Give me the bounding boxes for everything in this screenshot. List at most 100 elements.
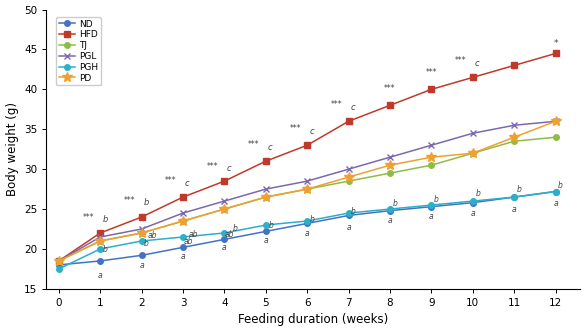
Text: b: b [233, 224, 237, 233]
HFD [469, 75, 476, 79]
PD [138, 231, 145, 235]
Text: b: b [103, 215, 108, 224]
HFD [263, 159, 270, 163]
ND [469, 201, 476, 205]
Text: c: c [185, 179, 190, 188]
Text: ***: *** [207, 162, 218, 171]
ND [552, 190, 559, 194]
Text: ***: *** [425, 68, 437, 77]
Text: ***: *** [289, 124, 301, 133]
TJ [138, 231, 145, 235]
HFD [428, 87, 435, 91]
PGL [179, 211, 186, 215]
ND [55, 263, 62, 267]
Text: b: b [310, 215, 315, 224]
TJ [263, 195, 270, 199]
TJ [304, 187, 311, 191]
Text: ab: ab [147, 231, 156, 240]
Line: PGL: PGL [55, 118, 559, 264]
PD [552, 119, 559, 123]
Text: c: c [309, 126, 314, 136]
TJ [97, 239, 104, 243]
PD [221, 207, 228, 211]
TJ [469, 151, 476, 155]
PGL [387, 155, 394, 159]
Line: ND: ND [56, 189, 558, 268]
Text: a: a [139, 261, 144, 270]
ND [510, 195, 517, 199]
PGL [428, 143, 435, 147]
Text: b: b [268, 221, 273, 230]
HFD [179, 195, 186, 199]
Text: b: b [434, 195, 439, 204]
Text: a: a [305, 229, 309, 238]
Text: b: b [144, 239, 149, 248]
Text: a: a [222, 243, 227, 252]
ND [179, 245, 186, 249]
PD [179, 219, 186, 223]
ND [263, 229, 270, 233]
PGH [221, 231, 228, 235]
PGL [304, 179, 311, 183]
PGH [469, 199, 476, 203]
PGH [179, 235, 186, 239]
Text: ***: *** [124, 196, 135, 205]
Text: b: b [558, 181, 563, 190]
Text: ab: ab [225, 230, 234, 239]
Text: a: a [180, 252, 185, 261]
TJ [428, 163, 435, 167]
ND [304, 221, 311, 225]
HFD [304, 143, 311, 147]
Text: *: * [553, 39, 558, 48]
Y-axis label: Body weight (g): Body weight (g) [5, 102, 19, 196]
HFD [345, 119, 352, 123]
Text: b: b [475, 189, 480, 198]
TJ [179, 219, 186, 223]
Text: c: c [350, 103, 355, 112]
ND [345, 213, 352, 217]
HFD [510, 63, 517, 67]
TJ [510, 139, 517, 143]
TJ [345, 179, 352, 183]
PGL [345, 167, 352, 171]
TJ [221, 207, 228, 211]
X-axis label: Feeding duration (weeks): Feeding duration (weeks) [239, 313, 389, 326]
Line: HFD: HFD [56, 51, 558, 264]
PGH [510, 195, 517, 199]
ND [221, 237, 228, 241]
HFD [55, 259, 62, 263]
Text: a: a [346, 223, 351, 232]
PD [263, 195, 270, 199]
PGH [55, 267, 62, 271]
ND [428, 205, 435, 208]
PD [55, 259, 62, 263]
Text: ab: ab [183, 237, 193, 246]
Text: a: a [429, 212, 434, 221]
Line: TJ: TJ [56, 134, 558, 264]
Line: PD: PD [54, 117, 560, 266]
Text: ***: *** [83, 213, 94, 222]
PGH [345, 211, 352, 215]
PGH [304, 219, 311, 223]
ND [97, 259, 104, 263]
ND [138, 253, 145, 257]
Legend: ND, HFD, TJ, PGL, PGH, PD: ND, HFD, TJ, PGL, PGH, PD [56, 17, 101, 85]
PGH [263, 223, 270, 227]
PD [345, 175, 352, 179]
Text: ***: *** [165, 176, 177, 185]
Text: ***: *** [384, 84, 396, 93]
HFD [221, 179, 228, 183]
Text: c: c [268, 143, 272, 152]
PGL [138, 227, 145, 231]
Text: c: c [226, 164, 231, 173]
Text: a: a [553, 200, 558, 208]
PGL [510, 123, 517, 127]
PGH [552, 190, 559, 194]
PGL [55, 259, 62, 263]
PGL [552, 119, 559, 123]
Text: ab: ab [189, 230, 198, 239]
HFD [97, 231, 104, 235]
Text: ***: *** [248, 140, 260, 149]
PD [510, 135, 517, 139]
PGH [97, 247, 104, 251]
